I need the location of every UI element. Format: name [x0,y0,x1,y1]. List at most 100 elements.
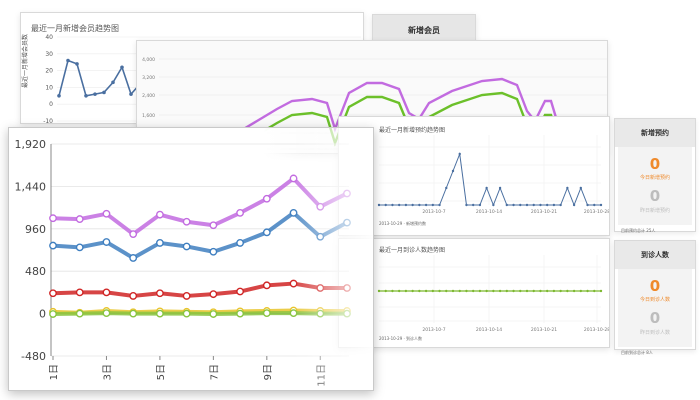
visits-card-footer: 目前到诊总计 8人 [621,350,653,355]
data-point[interactable] [120,65,124,70]
data-point[interactable] [586,289,589,293]
data-point[interactable] [451,169,455,173]
y-tick-label: 20 [45,68,53,75]
booking-today-label: 今日新增预约 [639,175,670,181]
y-tick-label: 10 [45,84,53,91]
data-point[interactable] [545,203,549,207]
data-point[interactable] [512,203,515,207]
data-point[interactable] [498,289,502,293]
data-point[interactable] [471,289,475,293]
data-point[interactable] [57,94,61,98]
data-point[interactable] [66,58,70,63]
data-point[interactable] [445,289,448,293]
data-point[interactable] [458,289,461,293]
data-point[interactable] [505,203,509,207]
data-point[interactable] [391,203,394,207]
data-point[interactable] [519,289,522,293]
data-point[interactable] [566,186,569,190]
data-point[interactable] [572,289,576,293]
data-point[interactable] [471,203,475,207]
x-tick-label: 2013-10-14 [476,327,502,333]
booking-yesterday-value: 0 [649,187,661,205]
visits-today-value: 0 [649,277,661,295]
data-point[interactable] [478,289,482,293]
data-point[interactable] [111,80,115,85]
data-point[interactable] [431,289,435,293]
data-point[interactable] [485,186,488,190]
x-tick-label: 2013-10-28 [584,209,609,215]
data-point[interactable] [384,289,387,293]
data-point[interactable] [102,90,106,95]
booking-trend-chart: 2013-10-7 2013-10-14 2013-10-21 2013-10-28 [377,135,609,215]
data-point[interactable] [552,289,556,293]
booking-card: 新增预约 0 今日新增预约 0 昨日新增预约 目前预约总计 25人 [614,118,696,233]
data-point[interactable] [397,289,401,293]
data-point[interactable] [559,203,562,207]
visits-trend-title: 最近一月到诊人数趋势图 [379,247,446,254]
x-tick-label: 2013-10-21 [531,209,557,215]
data-point[interactable] [498,186,502,190]
y-tick-label: 40 [45,34,53,41]
data-point[interactable] [438,203,441,207]
data-point[interactable] [519,203,522,207]
data-point[interactable] [492,203,495,207]
data-point[interactable] [485,289,488,293]
data-point[interactable] [525,203,529,207]
data-point[interactable] [418,203,421,207]
data-point[interactable] [84,94,88,98]
new-member-trend-title: 最近一月新增会员趋势图 [31,24,119,33]
x-tick-label: 2013-10-28 [584,327,609,333]
data-point[interactable] [411,289,414,293]
data-point[interactable] [404,289,408,293]
data-point[interactable] [478,203,482,207]
data-point[interactable] [572,203,576,207]
data-point[interactable] [539,203,542,207]
data-point[interactable] [431,203,435,207]
data-point[interactable] [599,203,603,207]
new-member-ylabel: 最近一月新增会员数 [21,34,29,88]
y-tick-label: 30 [45,51,53,58]
data-point[interactable] [397,203,401,207]
data-point[interactable] [465,289,468,293]
data-point[interactable] [465,203,468,207]
booking-trend-panel: 最近一月新增预约趋势图 2013-10-7 2013-10-14 2013-10-2… [338,116,610,236]
x-tick-label: 2013-10-7 [422,327,445,333]
data-point[interactable] [411,203,414,207]
data-point[interactable] [424,289,428,293]
data-point[interactable] [445,186,448,190]
data-point[interactable] [579,289,583,293]
data-point[interactable] [129,92,133,96]
data-point[interactable] [438,289,441,293]
data-point[interactable] [593,203,596,207]
y-tick-label: 4,000 [142,57,155,63]
data-point[interactable] [559,289,562,293]
data-point[interactable] [377,203,381,207]
data-point[interactable] [391,289,394,293]
data-point[interactable] [418,289,421,293]
visits-card-title: 到诊人数 [615,241,695,269]
data-point[interactable] [593,289,596,293]
data-point[interactable] [75,62,79,66]
data-point[interactable] [532,203,535,207]
data-point[interactable] [451,289,455,293]
data-point[interactable] [458,152,461,156]
data-point[interactable] [539,289,542,293]
data-point[interactable] [512,289,515,293]
data-point[interactable] [579,186,583,190]
x-tick-label: 2013-10-14 [476,209,502,215]
data-point[interactable] [505,289,509,293]
data-point[interactable] [377,289,381,293]
data-point[interactable] [599,289,603,293]
data-point[interactable] [566,289,569,293]
data-point[interactable] [384,203,387,207]
data-point[interactable] [404,203,408,207]
y-tick-label: 3,200 [142,75,155,81]
data-point[interactable] [525,289,529,293]
data-point[interactable] [532,289,535,293]
data-point[interactable] [545,289,549,293]
data-point[interactable] [492,289,495,293]
data-point[interactable] [93,92,97,96]
data-point[interactable] [586,203,589,207]
data-point[interactable] [552,203,556,207]
data-point[interactable] [424,203,428,207]
